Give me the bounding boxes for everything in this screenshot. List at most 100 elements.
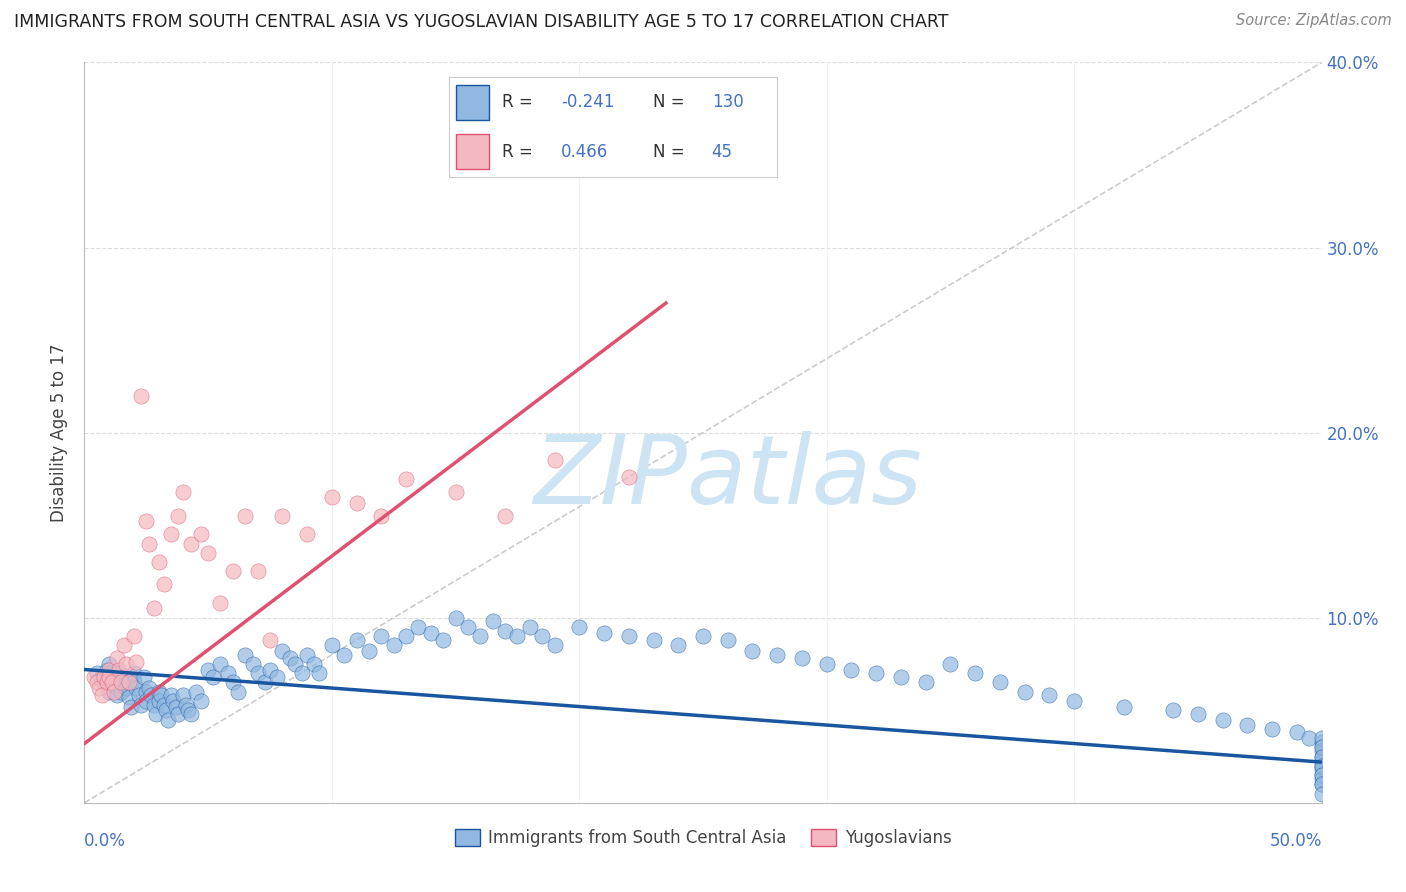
- Text: ZIPatlas: ZIPatlas: [533, 431, 922, 524]
- Point: [197, 546, 219, 560]
- Point: [382, 639, 405, 653]
- Point: [841, 663, 863, 677]
- Point: [692, 629, 714, 643]
- Point: [284, 657, 307, 671]
- Point: [118, 675, 141, 690]
- Point: [304, 657, 326, 671]
- Point: [1310, 740, 1333, 755]
- Point: [1014, 685, 1036, 699]
- Point: [790, 651, 813, 665]
- Point: [308, 666, 330, 681]
- Point: [180, 706, 202, 721]
- Point: [965, 666, 987, 681]
- Point: [172, 689, 194, 703]
- Point: [148, 685, 170, 699]
- Point: [242, 657, 264, 671]
- Point: [86, 675, 108, 690]
- Point: [543, 453, 565, 467]
- Point: [142, 698, 165, 712]
- Point: [90, 670, 112, 684]
- Point: [98, 663, 121, 677]
- Point: [266, 670, 288, 684]
- Point: [246, 666, 269, 681]
- Point: [346, 632, 368, 647]
- Point: [253, 675, 276, 690]
- Point: [259, 632, 281, 647]
- Point: [98, 657, 121, 671]
- Point: [174, 698, 197, 712]
- Point: [457, 620, 479, 634]
- Point: [1310, 777, 1333, 791]
- Point: [108, 666, 131, 681]
- Point: [93, 675, 115, 690]
- Point: [593, 625, 616, 640]
- Point: [506, 629, 529, 643]
- Point: [122, 629, 145, 643]
- Point: [100, 670, 122, 684]
- Point: [110, 685, 132, 699]
- Point: [160, 689, 183, 703]
- Point: [135, 515, 157, 529]
- Point: [105, 689, 128, 703]
- Point: [209, 657, 232, 671]
- Point: [617, 470, 640, 484]
- Point: [122, 666, 145, 681]
- Point: [160, 527, 183, 541]
- Point: [209, 596, 232, 610]
- Point: [643, 632, 665, 647]
- Point: [395, 629, 418, 643]
- Point: [190, 694, 212, 708]
- Point: [346, 496, 368, 510]
- Point: [568, 620, 591, 634]
- Point: [128, 689, 150, 703]
- Point: [98, 666, 121, 681]
- Text: 50.0%: 50.0%: [1270, 832, 1322, 850]
- Y-axis label: Disability Age 5 to 17: Disability Age 5 to 17: [51, 343, 69, 522]
- Point: [129, 388, 152, 402]
- Point: [741, 644, 763, 658]
- Point: [138, 681, 160, 695]
- Point: [939, 657, 962, 671]
- Point: [148, 694, 170, 708]
- Point: [321, 491, 343, 505]
- Point: [152, 577, 174, 591]
- Point: [120, 699, 142, 714]
- Point: [162, 694, 184, 708]
- Point: [202, 670, 225, 684]
- Text: IMMIGRANTS FROM SOUTH CENTRAL ASIA VS YUGOSLAVIAN DISABILITY AGE 5 TO 17 CORRELA: IMMIGRANTS FROM SOUTH CENTRAL ASIA VS YU…: [14, 13, 949, 31]
- Point: [444, 484, 467, 499]
- Point: [1310, 777, 1333, 791]
- Point: [115, 657, 138, 671]
- Point: [419, 625, 441, 640]
- Point: [617, 629, 640, 643]
- Point: [157, 713, 180, 727]
- Point: [1112, 699, 1135, 714]
- Point: [110, 675, 132, 690]
- Point: [190, 527, 212, 541]
- Point: [1310, 763, 1333, 777]
- Point: [1212, 713, 1234, 727]
- Point: [1310, 749, 1333, 764]
- Point: [222, 565, 245, 579]
- Point: [1063, 694, 1085, 708]
- Point: [1236, 718, 1258, 732]
- Point: [217, 666, 239, 681]
- Point: [1285, 725, 1308, 739]
- Point: [112, 639, 135, 653]
- Point: [103, 679, 125, 693]
- Point: [1310, 740, 1333, 755]
- Point: [233, 648, 256, 662]
- Point: [543, 639, 565, 653]
- Point: [100, 675, 122, 690]
- Point: [1038, 689, 1060, 703]
- Point: [271, 508, 294, 523]
- Point: [138, 536, 160, 550]
- Point: [333, 648, 356, 662]
- Point: [83, 670, 105, 684]
- Point: [177, 703, 200, 717]
- Point: [98, 675, 121, 690]
- Point: [96, 663, 118, 677]
- Point: [115, 681, 138, 695]
- Point: [197, 663, 219, 677]
- Point: [291, 666, 314, 681]
